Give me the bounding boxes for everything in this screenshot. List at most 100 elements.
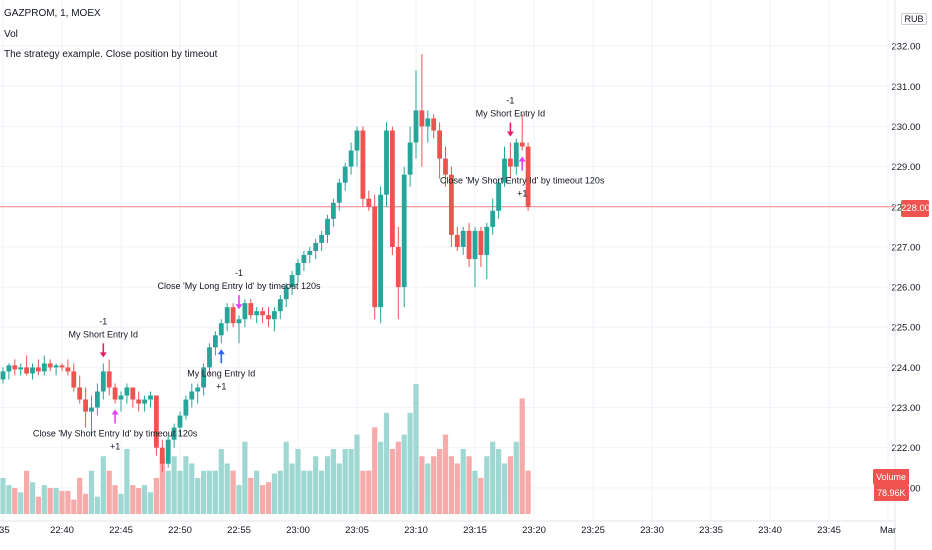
candle-body[interactable] bbox=[189, 391, 195, 400]
candle-body[interactable] bbox=[496, 182, 501, 211]
candle-body[interactable] bbox=[390, 130, 395, 247]
candle-body[interactable] bbox=[466, 230, 472, 259]
volume-bar bbox=[366, 470, 372, 514]
candle-body[interactable] bbox=[384, 130, 389, 195]
candle-body[interactable] bbox=[490, 210, 496, 227]
candle-body[interactable] bbox=[449, 174, 454, 235]
candle-body[interactable] bbox=[354, 130, 360, 151]
candle-body[interactable] bbox=[177, 415, 183, 428]
currency-label[interactable]: RUB bbox=[896, 2, 932, 28]
candle-body[interactable] bbox=[272, 311, 277, 320]
candle-body[interactable] bbox=[159, 447, 165, 464]
candle-body[interactable] bbox=[331, 202, 336, 219]
candle-body[interactable] bbox=[53, 365, 59, 368]
candle-body[interactable] bbox=[171, 427, 177, 440]
candle-body[interactable] bbox=[118, 395, 124, 400]
candle-body[interactable] bbox=[325, 218, 330, 235]
candle-body[interactable] bbox=[260, 311, 265, 316]
candle-body[interactable] bbox=[342, 166, 348, 183]
symbol-legend[interactable]: GAZPROM, 1, MOEX bbox=[4, 8, 101, 19]
candle-body[interactable] bbox=[236, 319, 242, 324]
candle-body[interactable] bbox=[372, 206, 378, 308]
candle-body[interactable] bbox=[401, 174, 407, 288]
candle-body[interactable] bbox=[348, 150, 354, 167]
volume-bar bbox=[425, 463, 431, 514]
candle-body[interactable] bbox=[218, 323, 224, 336]
candle-body[interactable] bbox=[148, 395, 153, 400]
candle-body[interactable] bbox=[266, 315, 271, 320]
candle-body[interactable] bbox=[12, 365, 18, 370]
candle-body[interactable] bbox=[519, 142, 525, 147]
currency-badge[interactable]: RUB bbox=[901, 13, 927, 25]
candle-body[interactable] bbox=[378, 194, 383, 308]
candle-body[interactable] bbox=[224, 307, 230, 324]
candle-body[interactable] bbox=[289, 275, 295, 288]
candle-body[interactable] bbox=[336, 182, 342, 203]
candle-body[interactable] bbox=[195, 387, 201, 392]
candle-body[interactable] bbox=[59, 365, 65, 368]
candle-body[interactable] bbox=[413, 110, 419, 143]
candle-body[interactable] bbox=[77, 387, 83, 400]
candle-body[interactable] bbox=[254, 311, 260, 316]
candle-body[interactable] bbox=[41, 363, 47, 372]
candle-body[interactable] bbox=[112, 387, 118, 400]
candle-body[interactable] bbox=[83, 399, 88, 412]
candle-body[interactable] bbox=[437, 130, 442, 159]
volume-indicator-legend[interactable]: Vol bbox=[4, 29, 18, 40]
candle-body[interactable] bbox=[431, 118, 437, 131]
candle-body[interactable] bbox=[295, 262, 301, 276]
candle-body[interactable] bbox=[525, 146, 531, 207]
candle-body[interactable] bbox=[65, 367, 71, 372]
candle-body[interactable] bbox=[242, 303, 248, 320]
candle-body[interactable] bbox=[443, 158, 448, 175]
candle-body[interactable] bbox=[154, 395, 159, 448]
candle-body[interactable] bbox=[124, 387, 130, 396]
candle-body[interactable] bbox=[508, 158, 513, 167]
candle-body[interactable] bbox=[230, 307, 236, 324]
candle-body[interactable] bbox=[71, 371, 77, 388]
candle-body[interactable] bbox=[18, 367, 24, 370]
candle-body[interactable] bbox=[484, 226, 490, 255]
candle-body[interactable] bbox=[248, 303, 254, 316]
candle-body[interactable] bbox=[136, 399, 142, 404]
candle-body[interactable] bbox=[207, 347, 212, 368]
candle-body[interactable] bbox=[407, 142, 413, 175]
strategy-legend[interactable]: The strategy example. Close position by … bbox=[4, 49, 218, 60]
candle-body[interactable] bbox=[106, 371, 112, 388]
candle-body[interactable] bbox=[319, 234, 324, 243]
candle-body[interactable] bbox=[360, 130, 366, 199]
candle-body[interactable] bbox=[36, 367, 41, 372]
candle-body[interactable] bbox=[313, 242, 319, 251]
candle-body[interactable] bbox=[472, 230, 478, 259]
candle-body[interactable] bbox=[513, 142, 519, 167]
candle-body[interactable] bbox=[130, 387, 136, 400]
candle-body[interactable] bbox=[277, 299, 283, 312]
candle-body[interactable] bbox=[395, 246, 401, 288]
candle-body[interactable] bbox=[142, 399, 147, 404]
candle-body[interactable] bbox=[201, 367, 206, 388]
candle-body[interactable] bbox=[425, 118, 431, 127]
candle-body[interactable] bbox=[47, 363, 53, 368]
candle-body[interactable] bbox=[366, 198, 372, 207]
candle-body[interactable] bbox=[0, 371, 6, 380]
volume-bar bbox=[307, 470, 313, 514]
candle-body[interactable] bbox=[213, 335, 218, 348]
candle-body[interactable] bbox=[460, 230, 466, 247]
candle-body[interactable] bbox=[301, 254, 307, 263]
candle-body[interactable] bbox=[478, 230, 484, 255]
candle-body[interactable] bbox=[183, 399, 189, 416]
volume-bar bbox=[100, 456, 106, 514]
candle-body[interactable] bbox=[24, 367, 29, 374]
candle-body[interactable] bbox=[307, 250, 313, 255]
candle-body[interactable] bbox=[454, 234, 460, 247]
candle-body[interactable] bbox=[89, 407, 94, 412]
candle-body[interactable] bbox=[6, 365, 12, 372]
candle-body[interactable] bbox=[165, 439, 171, 464]
candle-body[interactable] bbox=[30, 367, 35, 374]
candle-body[interactable] bbox=[100, 371, 106, 392]
candle-body[interactable] bbox=[283, 287, 289, 300]
candle-body[interactable] bbox=[95, 391, 100, 408]
candle-body[interactable] bbox=[502, 158, 507, 183]
candle-body[interactable] bbox=[419, 110, 425, 127]
